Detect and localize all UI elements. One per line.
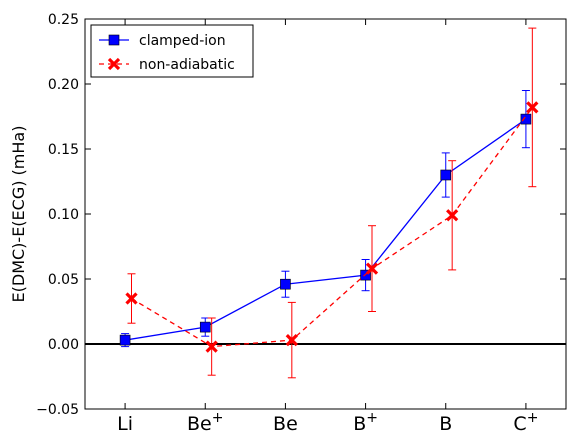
data-point-marker (446, 209, 459, 222)
x-tick-label-text: C (513, 413, 526, 435)
x-tick-label: Be (273, 413, 298, 435)
data-point-marker (205, 340, 218, 353)
legend-item: non-adiabatic (99, 57, 235, 73)
marker-stroke (446, 209, 459, 222)
x-axis: Li Be+ Be B+ B C+ (117, 19, 538, 435)
y-axis: −0.05 0.00 0.05 0.10 0.15 0.20 0.25 (36, 12, 566, 418)
series-non-adiabatic (125, 27, 539, 379)
x-tick-label-text: B (353, 413, 366, 435)
marker-stroke (107, 57, 121, 71)
legend-label: clamped-ion (139, 33, 226, 49)
x-tick-label-text: B (439, 413, 452, 435)
x-tick-label-superscript: + (212, 410, 224, 426)
x-tick-label: B (439, 413, 452, 435)
data-point-marker (365, 262, 379, 275)
marker-stroke (285, 333, 298, 347)
data-point-marker (280, 278, 291, 290)
legend: clamped-ion non-adiabatic (90, 24, 254, 78)
data-point-marker (119, 334, 131, 346)
marker-stroke (205, 340, 218, 353)
data-point-marker (285, 333, 298, 347)
y-tick-label: 0.20 (48, 77, 79, 93)
series-line (131, 107, 533, 348)
y-tick-label: 0.15 (48, 142, 79, 158)
marker-stroke (125, 292, 138, 305)
marker-stroke (365, 262, 379, 275)
series-line (124, 118, 527, 341)
x-tick-label: Li (117, 413, 133, 435)
y-tick-label: 0.10 (48, 207, 79, 223)
x-tick-label: C+ (513, 410, 538, 435)
x-tick-label-text: Be (187, 413, 212, 435)
x-tick-label-text: Li (117, 413, 133, 435)
legend-label: non-adiabatic (139, 57, 235, 73)
y-tick-label: −0.05 (36, 402, 79, 418)
x-tick-label: Be+ (187, 410, 223, 435)
y-tick-label: 0.05 (48, 272, 79, 288)
series-layer (119, 27, 539, 379)
data-point-marker (125, 292, 138, 305)
legend-item: clamped-ion (99, 33, 226, 49)
y-tick-label: 0.25 (48, 12, 79, 28)
legend-marker (108, 34, 120, 46)
marker-stroke (526, 101, 539, 114)
x-tick-label: B+ (353, 410, 378, 435)
data-point-marker (520, 113, 532, 125)
y-axis-label: E(DMC)-E(ECG) (mHa) (9, 126, 28, 303)
data-point-marker (526, 101, 539, 114)
x-tick-label-superscript: + (366, 410, 378, 426)
data-point-marker (440, 169, 452, 181)
x-tick-label-text: Be (273, 413, 298, 435)
legend-marker (107, 57, 121, 71)
y-tick-label: 0.00 (48, 337, 79, 353)
x-tick-label-superscript: + (527, 410, 539, 426)
data-point-marker (199, 321, 211, 333)
